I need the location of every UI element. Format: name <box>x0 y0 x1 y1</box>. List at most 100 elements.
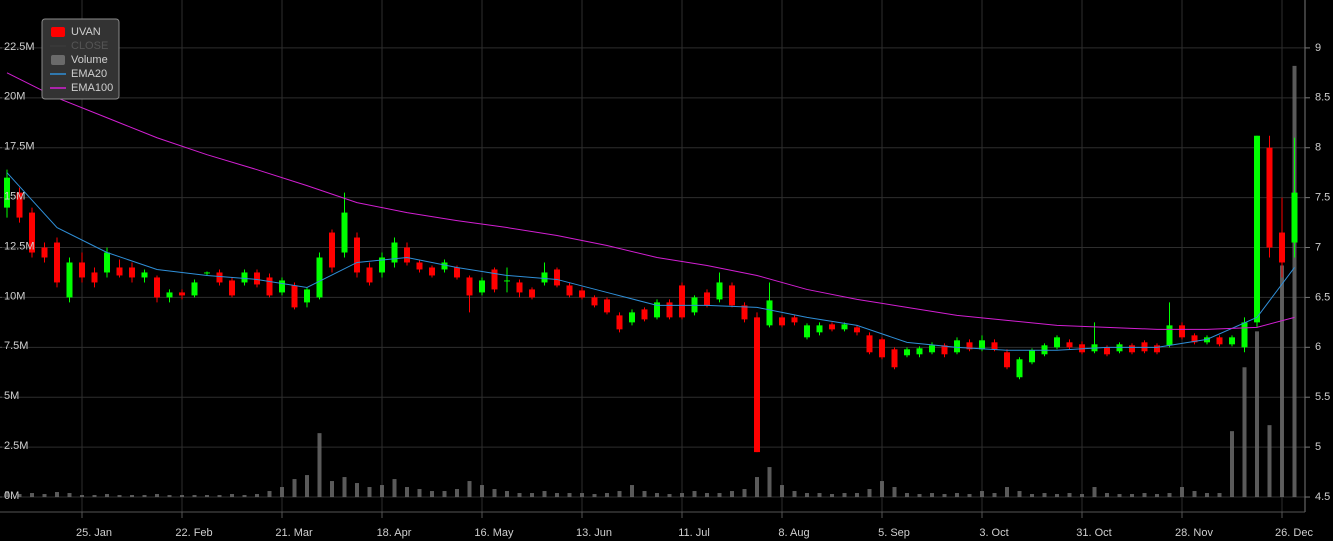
volume-bar <box>1130 494 1134 498</box>
volume-bar <box>1067 493 1072 498</box>
x-tick-label: 31. Oct <box>1076 527 1111 539</box>
candle-body <box>329 232 335 268</box>
candle-body <box>616 315 623 330</box>
volume-bar <box>317 433 322 498</box>
candle-body <box>366 267 373 283</box>
volume-bar <box>792 491 797 498</box>
y2-tick-label: 2.5M <box>4 440 28 452</box>
volume-bar <box>617 491 622 498</box>
volume-bar <box>355 483 359 498</box>
candle-body <box>991 342 998 350</box>
candle-body <box>54 242 60 283</box>
candle-body <box>891 349 898 368</box>
volume-bar <box>730 491 734 498</box>
candle-body <box>591 297 598 306</box>
legend-label: UVAN <box>71 26 101 38</box>
volume-bar <box>492 489 497 498</box>
candle-body <box>141 272 148 278</box>
candle-body <box>729 285 735 306</box>
candle-body <box>1191 335 1198 343</box>
volume-bar <box>1105 493 1109 498</box>
candle-body <box>504 280 510 282</box>
volume-bar <box>655 493 659 498</box>
candle-body <box>816 325 823 333</box>
volume-bar <box>80 495 84 498</box>
candle-body <box>416 262 423 270</box>
volume-bar <box>330 481 334 498</box>
volume-bar <box>255 494 259 498</box>
volume-bar <box>155 494 159 498</box>
volume-bar <box>205 495 209 498</box>
volume-bar <box>380 485 384 498</box>
volume-bar <box>30 493 34 498</box>
y-tick-label: 8 <box>1315 142 1321 154</box>
x-tick-label: 28. Nov <box>1175 527 1213 539</box>
volume-bar <box>980 491 984 498</box>
volume-bar <box>955 493 959 498</box>
candle-body <box>1016 359 1023 378</box>
candle-body <box>629 312 635 323</box>
candle-body <box>216 272 223 283</box>
volume-bar <box>105 494 109 498</box>
candle-body <box>879 339 885 358</box>
candle-body <box>154 277 160 298</box>
volume-bar <box>142 495 147 498</box>
y-tick-label: 5 <box>1315 441 1321 453</box>
candle-body <box>429 267 435 276</box>
y-tick-label: 4.5 <box>1315 491 1330 503</box>
legend-symbol <box>51 55 65 65</box>
legend: UVAN CLOSE Volume EMA20 EMA100 <box>41 18 120 100</box>
volume-bar <box>1292 65 1297 498</box>
volume-bar <box>630 485 634 498</box>
y2-tick-label: 0M <box>4 490 19 502</box>
candle-body <box>4 177 10 208</box>
y-tick-label: 8.5 <box>1315 92 1330 104</box>
volume-bar <box>767 467 772 498</box>
candle-body <box>554 269 560 286</box>
ema-line <box>6 72 1295 330</box>
candle-body <box>266 277 273 296</box>
candle-body <box>566 285 573 296</box>
candle-body <box>716 282 723 300</box>
volume-bar <box>1217 493 1222 498</box>
volume-bar <box>455 489 459 498</box>
y-tick-label: 6 <box>1315 341 1321 353</box>
volume-bar <box>505 491 509 498</box>
volume-bar <box>555 493 559 498</box>
candle-body <box>91 272 98 283</box>
x-tick-label: 3. Oct <box>979 527 1008 539</box>
candle-body <box>604 299 610 313</box>
volume-bar <box>542 491 547 498</box>
volume-bar <box>692 491 697 498</box>
volume-bar <box>1167 493 1172 498</box>
volume-bar <box>867 489 872 498</box>
volume-bar <box>517 493 522 498</box>
candle-body <box>916 348 923 355</box>
candle-body <box>1279 232 1285 263</box>
volume-bar <box>1267 425 1272 498</box>
volume-bar <box>680 493 684 498</box>
candle-body <box>129 267 135 278</box>
candle-body <box>841 324 848 330</box>
volume-bar <box>755 477 759 498</box>
volume-bar <box>1042 493 1047 498</box>
candle-body <box>979 340 985 350</box>
candle-body <box>441 262 448 270</box>
volume-bar <box>192 495 197 498</box>
x-tick-label: 22. Feb <box>175 527 212 539</box>
legend-label: EMA20 <box>71 68 107 80</box>
candle-body <box>654 302 660 318</box>
candle-body <box>1129 345 1135 353</box>
volume-bar <box>1230 431 1234 498</box>
volume-bar <box>42 494 47 498</box>
volume-bar <box>1280 265 1284 498</box>
volume-bar <box>642 491 647 498</box>
volume-bar <box>417 489 422 498</box>
candle-body <box>666 302 673 318</box>
volume-bar <box>880 481 884 498</box>
volume-bar <box>1205 493 1209 498</box>
volume-bar <box>1242 367 1247 498</box>
candle-body <box>316 257 323 298</box>
